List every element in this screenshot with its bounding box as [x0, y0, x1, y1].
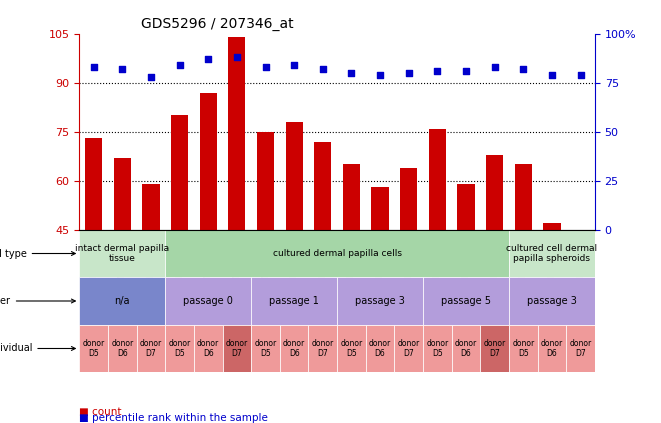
FancyBboxPatch shape	[194, 325, 223, 372]
Bar	[200, 93, 217, 230]
Bar	[457, 184, 475, 230]
Bar	[286, 122, 303, 230]
Text: donor
D5: donor D5	[83, 339, 104, 358]
FancyBboxPatch shape	[79, 230, 165, 277]
Text: ■ percentile rank within the sample: ■ percentile rank within the sample	[79, 413, 268, 423]
Bar	[515, 165, 532, 230]
Bar	[371, 187, 389, 230]
FancyBboxPatch shape	[251, 325, 280, 372]
Bar	[400, 168, 417, 230]
Point	[489, 64, 500, 71]
Point	[145, 74, 156, 80]
Text: passage 5: passage 5	[441, 296, 491, 306]
Bar	[543, 223, 561, 230]
Text: passage 3: passage 3	[527, 296, 577, 306]
Text: other: other	[0, 296, 75, 306]
Text: passage 0: passage 0	[183, 296, 233, 306]
Text: cell type: cell type	[0, 248, 75, 258]
Point	[375, 71, 385, 78]
Text: cultured cell dermal
papilla spheroids: cultured cell dermal papilla spheroids	[506, 244, 598, 263]
Text: donor
D6: donor D6	[369, 339, 391, 358]
Bar	[171, 115, 188, 230]
FancyBboxPatch shape	[165, 277, 251, 325]
Bar	[257, 132, 274, 230]
Text: cultured dermal papilla cells: cultured dermal papilla cells	[272, 249, 402, 258]
Text: donor
D7: donor D7	[484, 339, 506, 358]
Text: donor
D6: donor D6	[455, 339, 477, 358]
Text: donor
D7: donor D7	[398, 339, 420, 358]
Point	[575, 71, 586, 78]
FancyBboxPatch shape	[280, 325, 309, 372]
Text: passage 1: passage 1	[269, 296, 319, 306]
FancyBboxPatch shape	[481, 325, 509, 372]
FancyBboxPatch shape	[395, 325, 423, 372]
FancyBboxPatch shape	[108, 325, 137, 372]
Text: donor
D6: donor D6	[111, 339, 134, 358]
Text: donor
D6: donor D6	[197, 339, 219, 358]
Text: donor
D5: donor D5	[340, 339, 362, 358]
Bar	[85, 138, 102, 230]
FancyBboxPatch shape	[509, 230, 595, 277]
FancyBboxPatch shape	[366, 325, 395, 372]
Point	[289, 62, 299, 69]
Text: ■ count: ■ count	[79, 407, 122, 417]
Text: donor
D6: donor D6	[541, 339, 563, 358]
FancyBboxPatch shape	[451, 325, 481, 372]
FancyBboxPatch shape	[337, 325, 366, 372]
Bar	[343, 165, 360, 230]
FancyBboxPatch shape	[337, 277, 423, 325]
FancyBboxPatch shape	[79, 277, 165, 325]
Text: donor
D7: donor D7	[570, 339, 592, 358]
Text: GDS5296 / 207346_at: GDS5296 / 207346_at	[141, 17, 294, 31]
FancyBboxPatch shape	[423, 277, 509, 325]
Bar	[429, 129, 446, 230]
FancyBboxPatch shape	[137, 325, 165, 372]
Text: donor
D5: donor D5	[169, 339, 190, 358]
Bar	[228, 37, 245, 230]
Text: individual: individual	[0, 343, 75, 354]
Point	[547, 71, 557, 78]
Point	[89, 64, 99, 71]
Point	[461, 68, 471, 74]
Text: donor
D7: donor D7	[312, 339, 334, 358]
Text: n/a: n/a	[114, 296, 130, 306]
FancyBboxPatch shape	[165, 230, 509, 277]
Text: passage 3: passage 3	[355, 296, 405, 306]
Bar	[142, 184, 159, 230]
Point	[432, 68, 443, 74]
Text: donor
D7: donor D7	[140, 339, 162, 358]
Text: donor
D5: donor D5	[426, 339, 448, 358]
FancyBboxPatch shape	[423, 325, 451, 372]
Text: intact dermal papilla
tissue: intact dermal papilla tissue	[75, 244, 169, 263]
FancyBboxPatch shape	[251, 277, 337, 325]
Point	[117, 66, 128, 72]
Point	[231, 54, 242, 61]
FancyBboxPatch shape	[309, 325, 337, 372]
Point	[260, 64, 271, 71]
Point	[175, 62, 185, 69]
FancyBboxPatch shape	[537, 325, 566, 372]
Text: donor
D7: donor D7	[226, 339, 248, 358]
Point	[317, 66, 328, 72]
Point	[346, 70, 357, 77]
Text: donor
D5: donor D5	[512, 339, 534, 358]
Bar	[314, 142, 331, 230]
Point	[203, 56, 214, 63]
FancyBboxPatch shape	[79, 325, 108, 372]
Bar	[486, 155, 503, 230]
FancyBboxPatch shape	[509, 325, 537, 372]
FancyBboxPatch shape	[566, 325, 595, 372]
Text: donor
D6: donor D6	[283, 339, 305, 358]
Point	[403, 70, 414, 77]
Bar	[114, 158, 131, 230]
Point	[518, 66, 529, 72]
FancyBboxPatch shape	[509, 277, 595, 325]
FancyBboxPatch shape	[165, 325, 194, 372]
FancyBboxPatch shape	[223, 325, 251, 372]
Text: donor
D5: donor D5	[254, 339, 276, 358]
